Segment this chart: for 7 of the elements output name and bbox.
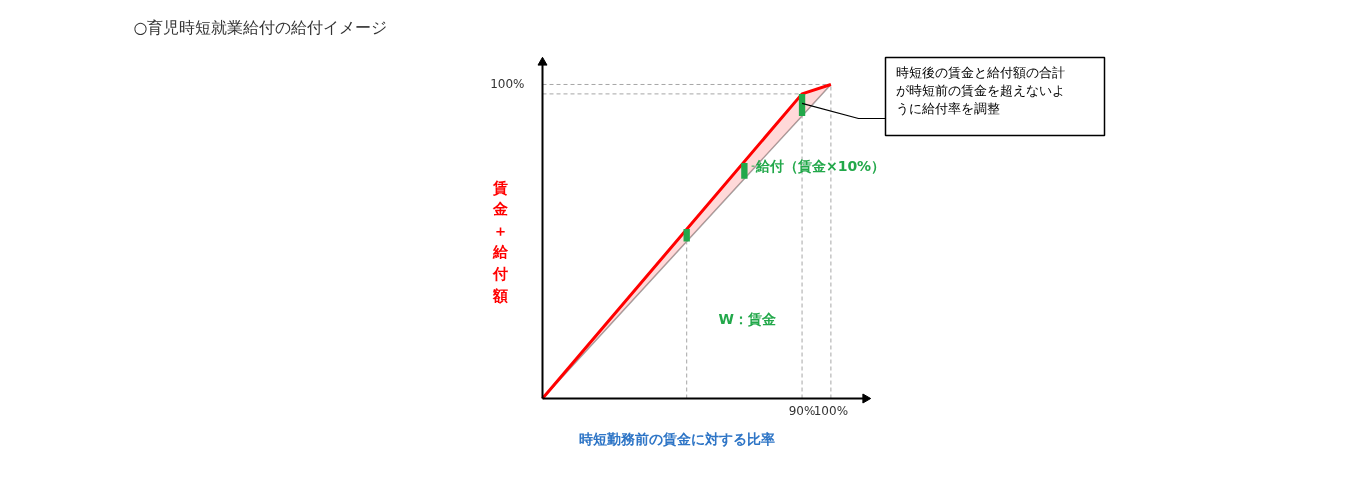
y-axis-title: 賃金＋給付額 xyxy=(492,178,509,305)
x-tick-label: 90% xyxy=(788,403,816,418)
text: ○育児時短就業給付の給付イメージ xyxy=(133,18,388,37)
x-axis-title: 時短勤務前の賃金に対する比率 xyxy=(578,430,775,447)
annotation: 給付（賃金×10%） xyxy=(754,158,886,175)
annotation: W：賃金 xyxy=(718,310,777,327)
annotation: 時短後の賃金と給付額の合計が時短前の賃金を超えないように給付率を調整 xyxy=(895,64,1065,116)
